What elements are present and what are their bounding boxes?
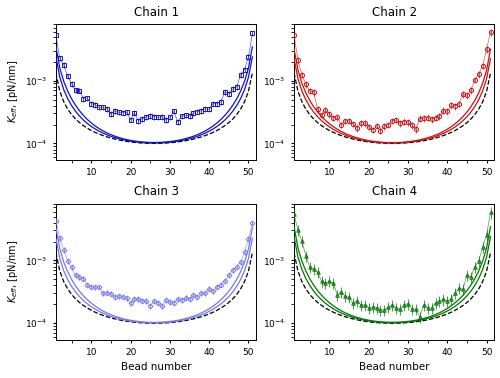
X-axis label: Bead number: Bead number — [121, 363, 192, 372]
X-axis label: Bead number: Bead number — [359, 363, 430, 372]
Title: Chain 2: Chain 2 — [372, 6, 417, 19]
Title: Chain 4: Chain 4 — [372, 185, 417, 198]
Y-axis label: $K_{eff}$, [pN/nm]: $K_{eff}$, [pN/nm] — [6, 60, 20, 123]
Title: Chain 3: Chain 3 — [134, 185, 178, 198]
Title: Chain 1: Chain 1 — [134, 6, 178, 19]
Y-axis label: $K_{eff}$, [pN/nm]: $K_{eff}$, [pN/nm] — [6, 240, 20, 303]
